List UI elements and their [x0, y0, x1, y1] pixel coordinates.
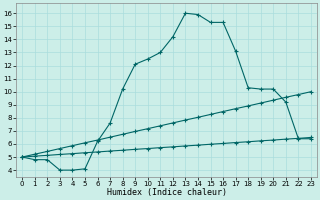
X-axis label: Humidex (Indice chaleur): Humidex (Indice chaleur) [107, 188, 227, 197]
